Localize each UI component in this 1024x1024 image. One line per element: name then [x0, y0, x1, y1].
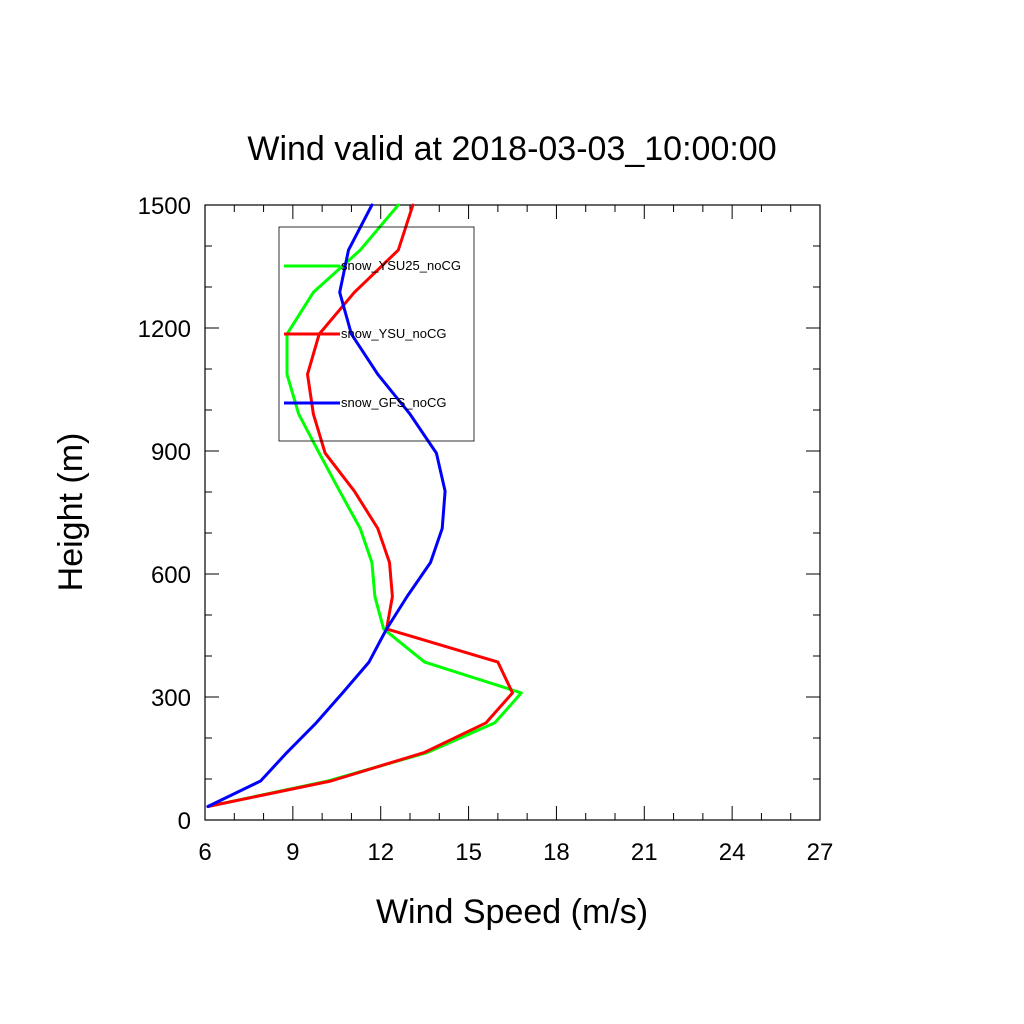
x-tick-label: 6 [198, 839, 211, 866]
y-axis-label: Height (m) [52, 433, 90, 592]
y-tick-label: 1200 [138, 316, 191, 343]
legend-label-snow_GFS_noCG: snow_GFS_noCG [341, 395, 447, 410]
x-tick-label: 12 [367, 839, 394, 866]
y-tick-label: 900 [151, 439, 191, 466]
x-tick-label: 18 [543, 839, 570, 866]
axis-ticks: 6 9 12 15 18 21 24 27 0 300 600 900 1200 1500 [138, 193, 834, 866]
plot-frame [204, 204, 821, 821]
x-tick-label: 27 [807, 839, 834, 866]
y-tick-label: 0 [178, 808, 191, 835]
chart-title: Wind valid at 2018-03-03_10:00:00 [247, 130, 776, 168]
plot-area [204, 204, 821, 821]
x-tick-label: 24 [719, 839, 746, 866]
legend-label-snow_YSU25_noCG: snow_YSU25_noCG [341, 258, 461, 273]
series-line-snow_GFS_noCG [206, 203, 447, 808]
x-tick-label: 15 [455, 839, 482, 866]
y-tick-label: 1500 [138, 193, 191, 220]
legend: snow_YSU25_noCG snow_YSU_noCG snow_GFS_noC… [278, 226, 475, 442]
legend-box [278, 226, 475, 442]
x-axis-label: Wind Speed (m/s) [376, 893, 648, 931]
x-tick-label: 9 [286, 839, 299, 866]
series-line-snow_YSU25_noCG [206, 203, 523, 808]
y-tick-label: 300 [151, 685, 191, 712]
legend-label-snow_YSU_noCG: snow_YSU_noCG [341, 326, 447, 341]
series-lines [206, 203, 523, 808]
x-tick-label: 21 [631, 839, 658, 866]
series-line-snow_YSU_noCG [206, 203, 514, 808]
y-tick-label: 600 [151, 562, 191, 589]
